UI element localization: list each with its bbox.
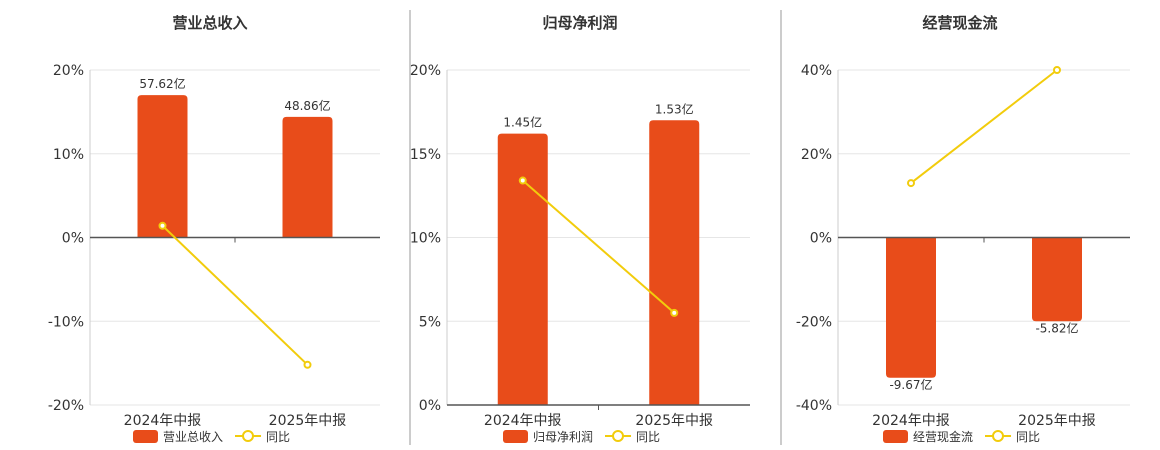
y-tick-label: 20% — [53, 63, 84, 79]
y-tick-label: 15% — [410, 147, 441, 163]
legend-line-marker — [612, 430, 624, 442]
y-tick-label: -20% — [796, 314, 832, 330]
bar-data-label: -9.67亿 — [889, 377, 932, 392]
legend-bar-swatch — [133, 430, 158, 443]
bar-data-label: 1.53亿 — [655, 101, 694, 116]
legend-line-label: 同比 — [266, 430, 290, 444]
yoy-point — [907, 179, 915, 188]
y-tick-label: 40% — [801, 63, 832, 79]
chart-title: 归母净利润 — [542, 14, 617, 32]
legend-line-label: 同比 — [636, 430, 660, 444]
legend-bar-swatch — [503, 430, 528, 443]
y-tick-label: -10% — [48, 314, 84, 330]
bar — [1032, 237, 1082, 322]
y-tick-label: 0% — [419, 398, 441, 414]
yoy-point — [1053, 66, 1061, 74]
legend-bar-label: 经营现金流 — [913, 429, 973, 444]
y-tick-label: 0% — [62, 231, 84, 247]
y-tick-label: 10% — [410, 231, 441, 247]
y-tick-label: 20% — [801, 147, 832, 163]
x-category-label: 2024年中报 — [872, 413, 950, 429]
bar-data-label: 57.62亿 — [139, 76, 185, 91]
y-tick-label: 0% — [810, 231, 832, 247]
y-tick-label: -40% — [796, 398, 832, 414]
legend-line-marker — [992, 430, 1004, 442]
yoy-point — [518, 176, 527, 185]
legend-bar-swatch — [883, 430, 908, 443]
bar-data-label: 48.86亿 — [284, 98, 330, 113]
y-tick-label: 5% — [419, 314, 441, 330]
bar — [649, 120, 700, 405]
x-category-label: 2025年中报 — [1018, 413, 1096, 429]
chart-title: 营业总收入 — [172, 14, 247, 32]
yoy-point — [158, 221, 167, 230]
x-category-label: 2024年中报 — [124, 413, 202, 429]
legend-bar-label: 归母净利润 — [533, 430, 593, 444]
bar — [282, 116, 333, 238]
y-tick-label: -20% — [48, 398, 84, 414]
yoy-line — [522, 179, 675, 314]
yoy-line — [910, 69, 1058, 184]
legend-line-label: 同比 — [1016, 430, 1040, 444]
bar — [137, 95, 188, 238]
yoy-point — [670, 308, 679, 317]
bar — [497, 133, 548, 405]
bar-data-label: 1.45亿 — [503, 115, 542, 130]
yoy-point — [303, 360, 312, 369]
legend-line-marker — [242, 430, 254, 442]
chart-title: 经营现金流 — [922, 14, 997, 32]
yoy-line — [161, 225, 309, 366]
x-category-label: 2025年中报 — [269, 413, 347, 429]
x-category-label: 2024年中报 — [484, 413, 562, 429]
bar-data-label: -5.82亿 — [1035, 320, 1078, 335]
x-category-label: 2025年中报 — [635, 413, 713, 429]
y-tick-label: 10% — [53, 147, 84, 163]
bar — [886, 237, 936, 378]
y-tick-label: 20% — [410, 63, 441, 79]
legend-bar-label: 营业总收入 — [163, 430, 223, 444]
